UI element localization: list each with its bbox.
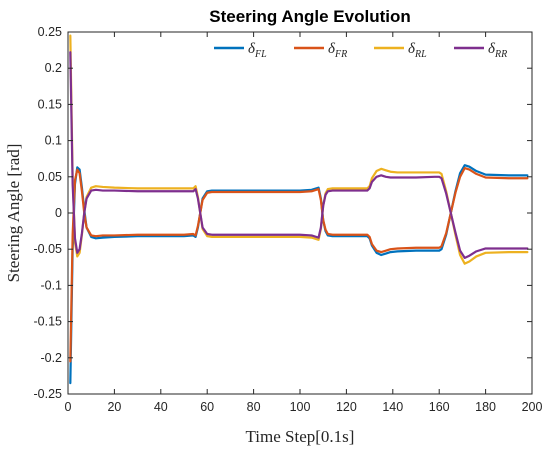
x-tick-label: 20	[107, 400, 121, 414]
y-tick-label: -0.25	[34, 387, 63, 401]
y-tick-label: -0.05	[34, 242, 63, 256]
chart-title: Steering Angle Evolution	[209, 7, 411, 26]
legend-label-rr: δRR	[488, 41, 507, 60]
y-axis: -0.25 -0.2 -0.15 -0.1 -0.05 0 0.05 0.1 0.15 0.2 0.…	[34, 25, 532, 401]
legend: δFL δFR δRL δRR	[214, 41, 507, 60]
plot-area	[67, 31, 533, 395]
x-tick-label: 60	[200, 400, 214, 414]
y-tick-label: -0.2	[40, 351, 62, 365]
legend-label-fr: δFR	[328, 41, 347, 60]
series-line-fr	[69, 167, 529, 363]
series-line-rr	[69, 51, 529, 259]
series-layer	[69, 34, 529, 385]
y-tick-label: 0.1	[45, 134, 62, 148]
x-tick-label: 200	[522, 400, 543, 414]
x-tick-label: 120	[336, 400, 357, 414]
y-tick-label: 0.15	[38, 97, 62, 111]
x-tick-label: 40	[154, 400, 168, 414]
x-tick-label: 100	[290, 400, 311, 414]
y-tick-label: -0.15	[34, 315, 63, 329]
y-axis-label: Steering Angle [rad]	[4, 144, 23, 283]
x-tick-label: 180	[475, 400, 496, 414]
x-tick-label: 80	[247, 400, 261, 414]
x-tick-label: 160	[429, 400, 450, 414]
x-tick-label: 140	[382, 400, 403, 414]
y-tick-label: 0.25	[38, 25, 62, 39]
y-tick-label: 0	[55, 206, 62, 220]
x-tick-label: 0	[65, 400, 72, 414]
x-axis: 0 20 40 60 80 100 120 140 160 180 200	[65, 32, 543, 414]
legend-label-fl: δFL	[248, 41, 267, 60]
y-tick-label: 0.2	[45, 61, 62, 75]
x-axis-label: Time Step[0.1s]	[246, 427, 355, 446]
y-tick-label: 0.05	[38, 170, 62, 184]
legend-label-rl: δRL	[408, 41, 427, 60]
y-tick-label: -0.1	[40, 278, 62, 292]
